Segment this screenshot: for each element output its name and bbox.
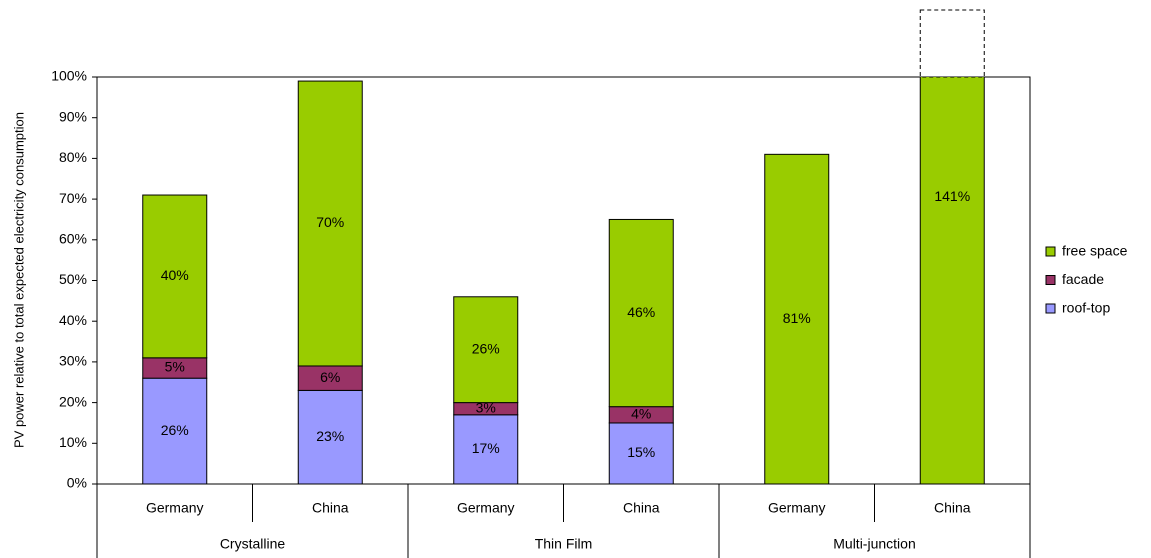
x-tick-label: China bbox=[623, 500, 660, 516]
bar-segment bbox=[142, 194, 208, 359]
y-tick-label: 50% bbox=[59, 271, 87, 287]
legend-swatch bbox=[1045, 246, 1056, 257]
bar-segment bbox=[764, 153, 830, 485]
y-tick-label: 90% bbox=[59, 108, 87, 124]
value-label: 26% bbox=[161, 422, 189, 438]
x-tick-label: Germany bbox=[146, 500, 204, 516]
plot-area bbox=[96, 76, 1031, 485]
value-label: 5% bbox=[165, 359, 185, 375]
y-tick-label: 30% bbox=[59, 353, 87, 369]
y-tick-label: 0% bbox=[67, 475, 87, 491]
legend-swatch bbox=[1045, 303, 1056, 314]
y-tick-label: 10% bbox=[59, 434, 87, 450]
legend-label: roof-top bbox=[1062, 300, 1110, 316]
y-tick-label: 70% bbox=[59, 190, 87, 206]
bar-segment bbox=[919, 77, 985, 485]
x-tick-label: China bbox=[312, 500, 349, 516]
group-label: Thin Film bbox=[535, 536, 593, 552]
y-tick-label: 60% bbox=[59, 231, 87, 247]
overflow-indicator bbox=[919, 9, 985, 78]
value-label: 40% bbox=[161, 267, 189, 283]
group-label: Multi-junction bbox=[833, 536, 915, 552]
y-tick-label: 20% bbox=[59, 393, 87, 409]
group-label: Crystalline bbox=[220, 536, 286, 552]
bar-segment bbox=[608, 218, 674, 408]
x-tick-label: China bbox=[934, 500, 971, 516]
legend-label: facade bbox=[1062, 271, 1104, 287]
value-label: 23% bbox=[316, 428, 344, 444]
x-tick-label: Germany bbox=[768, 500, 826, 516]
y-axis-label: PV power relative to total expected elec… bbox=[11, 112, 26, 448]
value-label: 70% bbox=[316, 214, 344, 230]
value-label: 6% bbox=[320, 369, 340, 385]
value-label: 17% bbox=[472, 440, 500, 456]
value-label: 3% bbox=[476, 399, 496, 415]
bar-segment bbox=[297, 80, 363, 367]
y-tick-label: 40% bbox=[59, 312, 87, 328]
y-tick-label: 80% bbox=[59, 149, 87, 165]
legend-swatch bbox=[1045, 275, 1056, 285]
bar-segment bbox=[453, 296, 519, 404]
value-label: 81% bbox=[783, 310, 811, 326]
y-tick-label: 100% bbox=[51, 68, 87, 84]
value-label: 26% bbox=[472, 340, 500, 356]
value-label: 4% bbox=[631, 406, 651, 422]
bar-segment bbox=[608, 422, 674, 485]
value-label: 141% bbox=[934, 188, 970, 204]
x-tick-label: Germany bbox=[457, 500, 515, 516]
value-label: 15% bbox=[627, 444, 655, 460]
legend-label: free space bbox=[1062, 243, 1128, 259]
bar-segment bbox=[453, 414, 519, 485]
value-label: 46% bbox=[627, 304, 655, 320]
